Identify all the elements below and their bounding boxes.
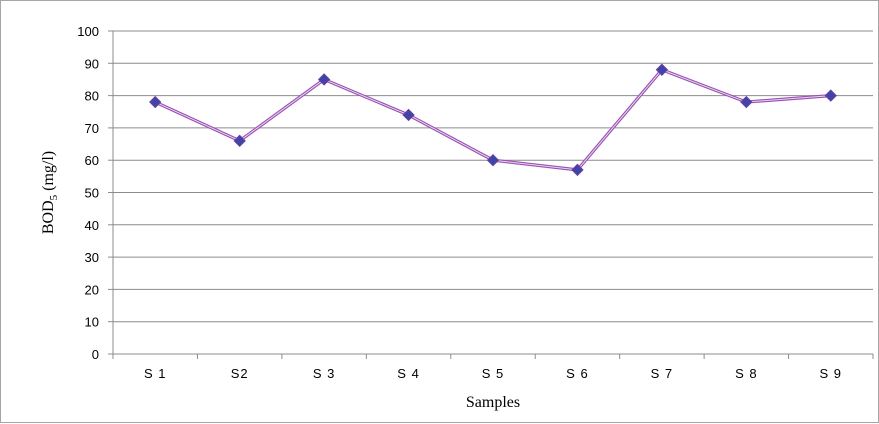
gridlines — [108, 30, 873, 355]
x-axis-title: Samples — [466, 394, 520, 411]
x-tick-label-4: S 4 — [397, 366, 420, 381]
data-point-9 — [824, 89, 837, 102]
x-tick-label-9: S 9 — [820, 366, 843, 381]
x-tick-label-7: S 7 — [651, 366, 674, 381]
x-tick-label-2: S2 — [231, 366, 249, 381]
y-axis-title-main: BOD — [40, 200, 57, 234]
y-axis-title: BOD5 (mg/l) — [40, 151, 60, 234]
y-tick-label-100: 100 — [77, 24, 99, 39]
data-point-7 — [655, 63, 669, 76]
y-tick-label-90: 90 — [85, 56, 99, 71]
data-point-8 — [740, 95, 753, 109]
x-tick-labels: S 1 S2 S 3 S 4 S 5 S 6 S 7 S 8 S 9 — [144, 366, 843, 381]
y-tick-label-60: 60 — [85, 153, 99, 168]
y-axis-title-unit: (mg/l) — [40, 151, 57, 195]
y-tick-label-70: 70 — [85, 121, 99, 136]
x-tick-label-8: S 8 — [735, 366, 758, 381]
data-point-1 — [149, 95, 162, 109]
data-point-2 — [233, 134, 246, 148]
y-tick-label-80: 80 — [85, 89, 99, 104]
y-tick-label-20: 20 — [85, 282, 99, 297]
data-point-4 — [402, 108, 415, 122]
series-markers — [149, 63, 837, 177]
x-tick-label-3: S 3 — [313, 366, 336, 381]
x-tick-label-5: S 5 — [482, 366, 505, 381]
x-tick-label-1: S 1 — [144, 366, 167, 381]
y-tick-label-50: 50 — [85, 186, 99, 201]
y-axis-title-subscript: 5 — [48, 194, 60, 200]
x-axis — [112, 31, 874, 359]
data-point-3 — [317, 73, 331, 86]
data-point-6 — [571, 163, 584, 177]
y-tick-labels: 0 10 20 30 40 50 60 70 80 90 100 — [77, 24, 99, 362]
x-tick-label-6: S 6 — [566, 366, 589, 381]
y-tick-label-10: 10 — [85, 315, 99, 330]
data-point-5 — [486, 153, 500, 167]
y-tick-label-0: 0 — [92, 347, 99, 362]
y-tick-label-30: 30 — [85, 250, 99, 265]
y-tick-label-40: 40 — [85, 218, 99, 233]
